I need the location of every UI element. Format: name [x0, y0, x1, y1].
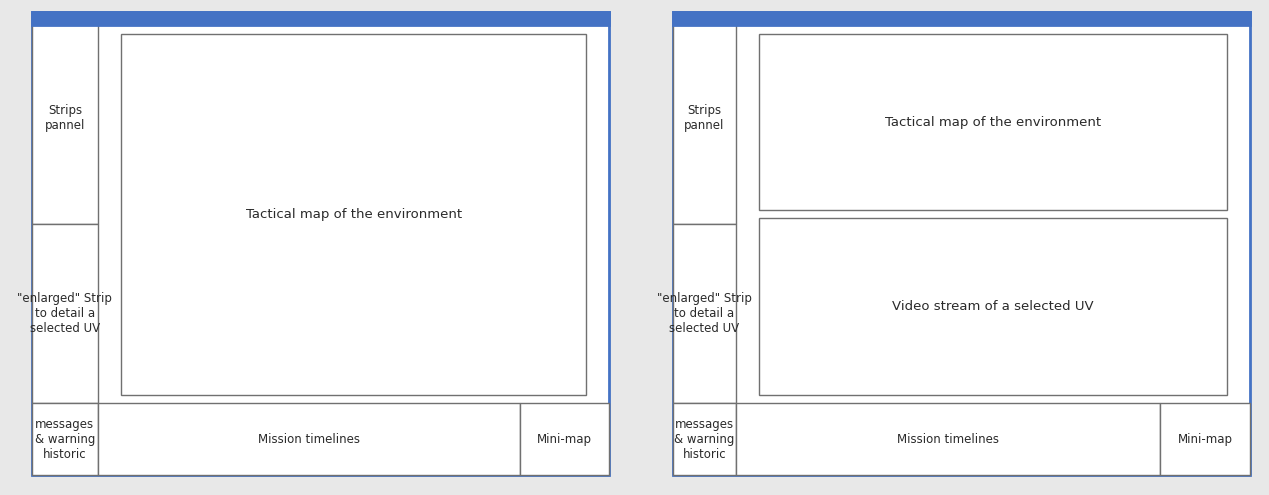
Text: Mini-map: Mini-map — [1178, 433, 1232, 446]
Text: Strips
pannel: Strips pannel — [684, 104, 725, 132]
Bar — [673, 12, 736, 224]
Bar — [98, 403, 520, 475]
Bar — [736, 403, 1160, 475]
Bar — [673, 12, 1250, 25]
Text: "enlarged" Strip
to detail a
selected UV: "enlarged" Strip to detail a selected UV — [18, 292, 113, 335]
Text: "enlarged" Strip
to detail a
selected UV: "enlarged" Strip to detail a selected UV — [657, 292, 751, 335]
Text: Mission timelines: Mission timelines — [897, 433, 999, 446]
Text: Tactical map of the environment: Tactical map of the environment — [884, 115, 1101, 129]
Text: messages
& warning
historic: messages & warning historic — [34, 418, 95, 461]
Bar — [32, 12, 98, 224]
Bar — [32, 224, 98, 403]
Bar — [673, 12, 1250, 475]
Text: messages
& warning
historic: messages & warning historic — [674, 418, 735, 461]
Bar — [759, 34, 1227, 210]
Text: Tactical map of the environment: Tactical map of the environment — [246, 207, 462, 221]
Bar — [673, 224, 736, 403]
Text: Video stream of a selected UV: Video stream of a selected UV — [892, 299, 1094, 313]
Text: Mini-map: Mini-map — [537, 433, 591, 446]
Bar — [759, 218, 1227, 395]
Bar — [520, 403, 609, 475]
Bar — [1160, 403, 1250, 475]
Bar — [121, 34, 586, 395]
Text: Mission timelines: Mission timelines — [258, 433, 360, 446]
Text: Strips
pannel: Strips pannel — [44, 104, 85, 132]
Bar — [32, 403, 98, 475]
Bar — [32, 12, 609, 25]
Bar — [673, 403, 736, 475]
Bar — [32, 12, 609, 475]
